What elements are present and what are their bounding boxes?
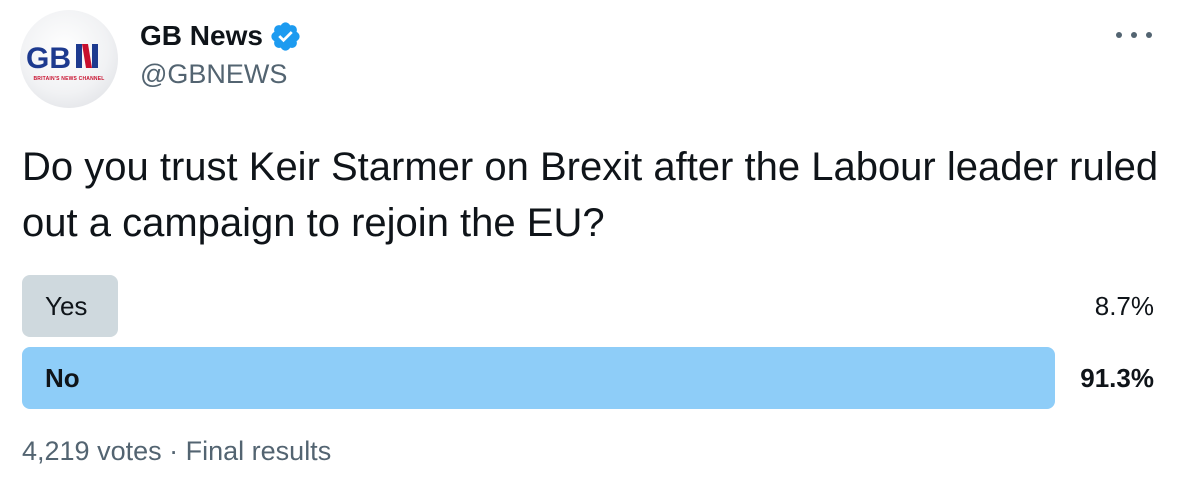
gb-news-logo: GB — [26, 42, 98, 75]
name-row: GB News — [140, 18, 302, 54]
poll-bar-no — [22, 347, 1055, 409]
verified-badge-icon — [269, 20, 302, 53]
poll-status: Final results — [185, 436, 332, 466]
more-dot — [1131, 32, 1137, 38]
poll-label-yes: Yes — [45, 291, 88, 321]
poll-percent-no: 91.3% — [1080, 363, 1154, 393]
poll-bar-yes — [22, 275, 118, 337]
tweet-text: Do you trust Keir Starmer on Brexit afte… — [22, 145, 1159, 245]
avatar[interactable]: GB BRITAIN'S NEWS CHANNEL — [20, 10, 118, 108]
more-dot — [1116, 32, 1122, 38]
svg-text:GB: GB — [26, 42, 71, 75]
poll-percent-yes: 8.7% — [1094, 291, 1154, 321]
vote-count: 4,219 votes — [22, 436, 162, 466]
poll-label-no: No — [45, 363, 80, 393]
handle[interactable]: @GBNEWS — [140, 59, 288, 89]
poll-option-no: No 91.3% — [22, 347, 1162, 409]
more-dot — [1146, 32, 1152, 38]
ellipsis-icon[interactable] — [1116, 20, 1152, 50]
poll-meta: 4,219 votes · Final results — [22, 436, 331, 467]
logo-tagline: BRITAIN'S NEWS CHANNEL — [33, 76, 105, 82]
logo-n-mark — [76, 44, 98, 68]
meta-separator: · — [169, 436, 179, 466]
poll-option-yes: Yes 8.7% — [22, 275, 1162, 337]
display-name[interactable]: GB News — [140, 20, 263, 51]
